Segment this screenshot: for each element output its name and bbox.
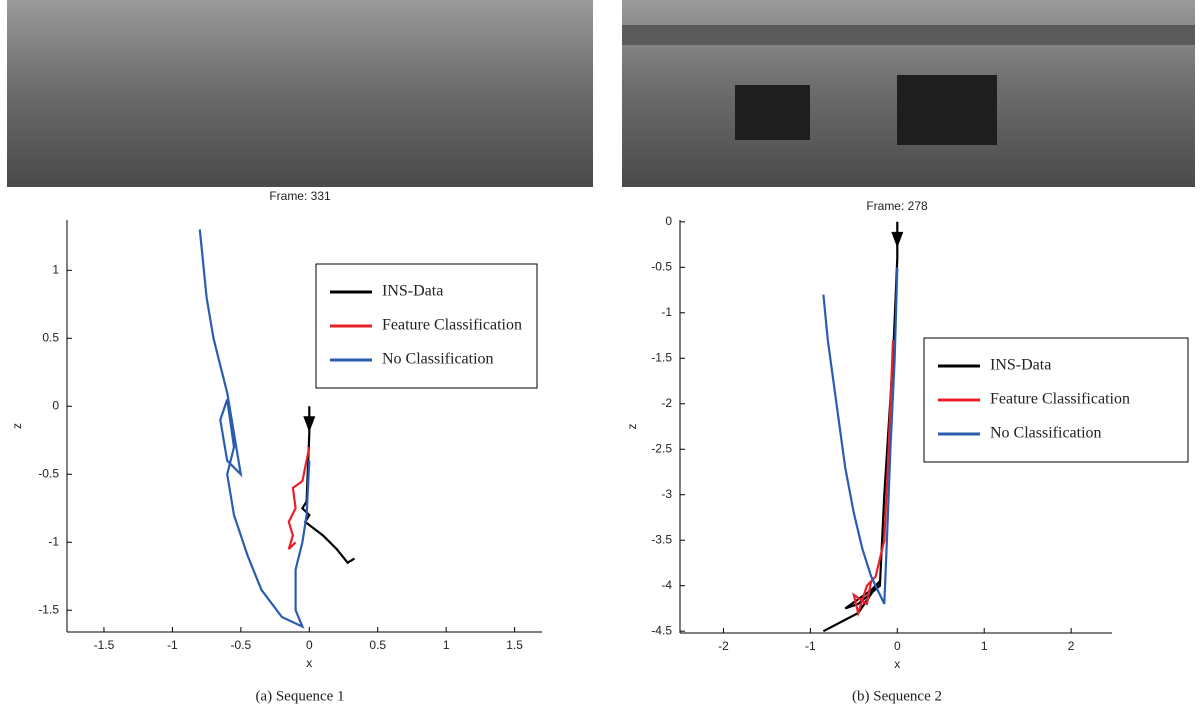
y-tick-label: 0 [665,214,672,228]
legend-label: Feature Classification [990,391,1130,408]
y-tick-label: -0.5 [38,466,59,480]
car [735,85,810,140]
legend-label: Feature Classification [382,317,522,334]
x-tick-label: -1.5 [94,638,115,652]
y-tick-label: -0.5 [651,259,672,273]
y-tick-label: -1 [661,305,672,319]
x-tick-label: 0.5 [369,638,386,652]
x-tick-label: 0 [306,638,313,652]
x-tick-label: 1 [981,639,988,653]
y-tick-label: -3 [661,487,672,501]
trajectory [823,267,897,604]
y-tick-label: -2 [661,396,672,410]
y-tick-label: 0.5 [42,330,59,344]
y-tick-label: -4 [661,578,672,592]
caption: (a) Sequence 1 [255,688,344,704]
y-axis-label: z [10,423,24,429]
car [897,75,997,145]
legend-label: No Classification [990,425,1102,442]
trajectory [200,230,309,627]
start-arrow [891,232,903,248]
x-tick-label: 2 [1068,639,1075,653]
figure: Frame: 331 -1.5 -1 -0.5 0 0.5 1 1.5 -1.5 -1 -0.5 0 0… [0,0,1202,717]
x-tick-label: 1 [443,638,450,652]
y-tick-label: -1.5 [38,602,59,616]
y-tick-label: -1.5 [651,350,672,364]
camera-image [7,0,593,187]
x-axis-label: x [306,656,312,670]
x-axis-label: x [894,657,900,671]
legend-label: INS-Data [990,357,1051,374]
y-tick-label: -2.5 [651,441,672,455]
x-tick-label: -0.5 [231,638,252,652]
x-tick-label: -1 [805,639,816,653]
image-label: Frame: 331 [269,189,331,203]
legend-label: No Classification [382,351,494,368]
y-axis-label: z [625,424,639,430]
y-tick-label: -4.5 [651,623,672,637]
trajectory [854,340,893,613]
y-tick-label: 1 [52,262,59,276]
start-arrow [303,416,315,432]
x-tick-label: -2 [718,639,729,653]
y-tick-label: -1 [48,534,59,548]
x-tick-label: 1.5 [506,638,523,652]
y-tick-label: -3.5 [651,532,672,546]
x-tick-label: -1 [167,638,178,652]
bridge [622,25,1195,45]
y-tick-label: 0 [52,398,59,412]
caption: (b) Sequence 2 [852,688,942,704]
legend-label: INS-Data [382,283,443,300]
image-label: Frame: 278 [866,199,928,213]
x-tick-label: 0 [894,639,901,653]
